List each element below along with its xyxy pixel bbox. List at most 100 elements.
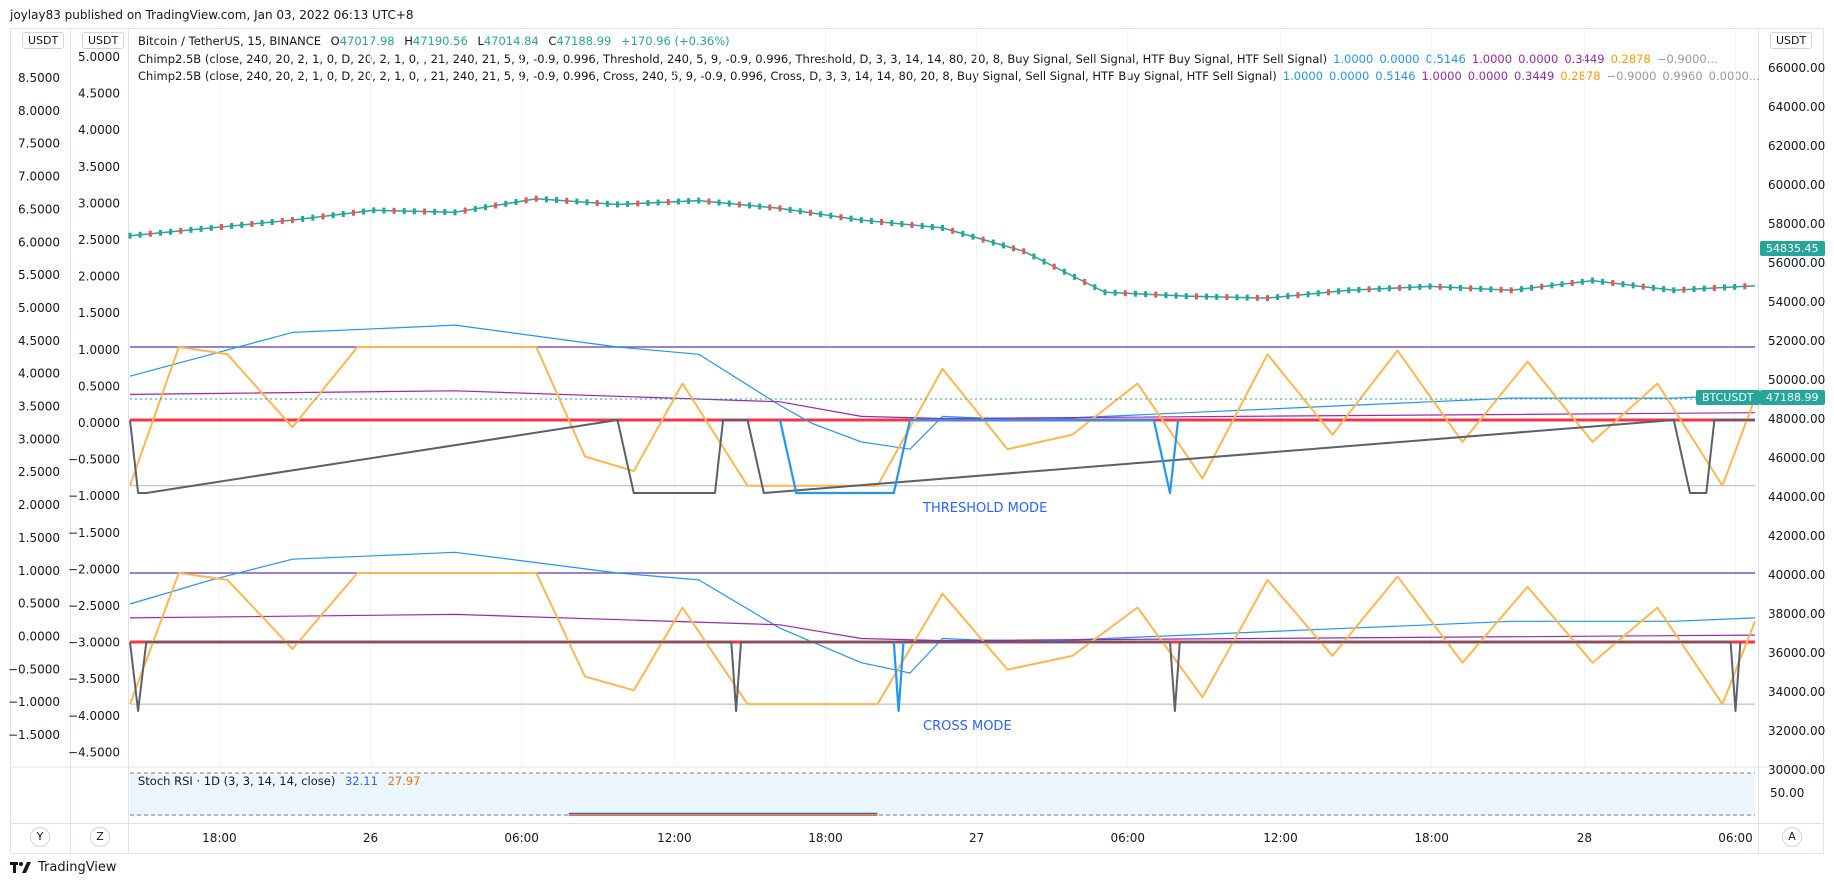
price-candle [1266, 295, 1269, 302]
price-candle [1438, 283, 1442, 290]
price-candle [1326, 289, 1330, 296]
left-inner-axis-label: −0.5000 [68, 453, 120, 467]
left-outer-axis-label: 8.5000 [18, 71, 60, 85]
time-axis-label: 28 [1577, 831, 1592, 845]
high-value: 47190.56 [412, 34, 468, 48]
left-inner-axis-label: 4.0000 [78, 123, 120, 137]
price-candle [1580, 278, 1584, 285]
indicator-legend-2[interactable]: Chimp2.5B (close, 240, 20, 2, 1, 0, D, 2… [138, 69, 1760, 83]
right-axis-label: 66000.00 [1768, 61, 1825, 75]
price-candle [859, 217, 863, 224]
right-axis-label: 36000.00 [1768, 646, 1825, 660]
price-candle [270, 219, 274, 226]
publish-header: joylay83 published on TradingView.com, J… [10, 8, 414, 22]
left-inner-axis-label: −3.0000 [68, 636, 120, 650]
symbol-legend[interactable]: Bitcoin / TetherUS, 15, BINANCE O47017.9… [138, 34, 730, 48]
price-candle [1550, 282, 1554, 289]
price-candle [981, 236, 985, 243]
change-value: +170.96 (+0.36%) [620, 34, 730, 48]
price-candle [504, 200, 508, 207]
indicator-2-value-1: 1.0000 [1282, 69, 1324, 83]
left-inner-unit-tag[interactable]: USDT [82, 32, 125, 49]
left-outer-axis-label: 7.0000 [18, 170, 60, 184]
price-candle [1509, 287, 1513, 294]
indicator-2-value-10: 0.0000... [1708, 69, 1760, 83]
cross-series-blue_signal [892, 641, 905, 713]
close-label: C [548, 34, 557, 48]
time-axis-label: 18:00 [808, 831, 843, 845]
price-candle [1052, 263, 1056, 270]
price-candle [443, 209, 447, 216]
time-axis-label: 06:00 [1718, 831, 1753, 845]
indicator-1-value-7: 0.2878 [1610, 52, 1651, 66]
price-candle [1144, 291, 1148, 298]
footer-brand-text: TradingView [38, 860, 117, 875]
open-value: 47017.98 [339, 34, 395, 48]
price-candle [321, 213, 325, 220]
left-outer-axis-label: 8.0000 [18, 104, 60, 118]
price-candle [1408, 284, 1412, 291]
right-axis-label: 34000.00 [1768, 685, 1825, 699]
price-candle [1103, 289, 1107, 296]
indicator-2-value-9: 0.9960 [1662, 69, 1703, 83]
chart-frame [10, 28, 1824, 854]
left-outer-axis-label: −1.5000 [8, 728, 60, 742]
left-inner-axis-label: −1.0000 [68, 489, 120, 503]
auto-scale-toggle[interactable]: A [1782, 827, 1802, 847]
threshold-mode-label: THRESHOLD MODE [923, 501, 1048, 516]
indicator-2-value-7: 0.2878 [1560, 69, 1601, 83]
left-inner-axis-label: 0.5000 [78, 379, 120, 393]
price-candle [1448, 284, 1452, 291]
price-candle [544, 196, 548, 203]
price-candle [494, 202, 498, 209]
price-candle [1469, 285, 1473, 292]
left-outer-axis-label: 7.5000 [18, 137, 60, 151]
price-candle [1357, 286, 1361, 293]
price-candle [930, 223, 934, 230]
indicator-legend-1[interactable]: Chimp2.5B (close, 240, 20, 2, 1, 0, D, 2… [138, 52, 1718, 66]
price-candle [788, 206, 792, 213]
price-candle [1276, 294, 1280, 301]
right-unit-tag[interactable]: USDT [1770, 32, 1813, 49]
price-candle [687, 198, 691, 205]
stoch-axis-label: 50.00 [1770, 786, 1805, 800]
left-outer-axis-label: 2.0000 [18, 498, 60, 512]
price-candle [961, 230, 965, 237]
price-candle [1428, 283, 1432, 290]
indicator-2-value-5: 0.0000 [1467, 69, 1509, 83]
price-candle [301, 215, 305, 222]
left-outer-axis-label: 0.0000 [18, 629, 60, 643]
price-candle [727, 200, 731, 207]
left-outer-unit-tag[interactable]: USDT [22, 32, 65, 49]
price-candle [402, 208, 406, 215]
price-candle [636, 200, 640, 207]
price-candle [1692, 286, 1696, 293]
price-candle [1255, 294, 1259, 301]
indicator-1-value-8: −0.9000... [1656, 52, 1718, 66]
left-outer-axis-label: 1.0000 [18, 564, 60, 578]
time-axis-label: 27 [969, 831, 984, 845]
left-outer-axis-label: 2.5000 [18, 465, 60, 479]
price-candle [219, 223, 223, 230]
price-candle [260, 220, 264, 227]
price-candle [1682, 286, 1686, 293]
price-candle [707, 198, 711, 205]
price-candle [717, 199, 721, 206]
stoch-rsi-legend[interactable]: Stoch RSI · 1D (3, 3, 14, 14, close) 32.… [138, 774, 421, 788]
price-candle [1032, 253, 1036, 260]
price-candle [372, 207, 376, 214]
price-candle [819, 211, 823, 218]
right-axis-label: 40000.00 [1768, 568, 1825, 582]
price-candle [1733, 283, 1737, 290]
price-candle [280, 218, 284, 225]
price-candle [1133, 290, 1137, 297]
tradingview-logo-icon [10, 861, 31, 873]
price-candle [758, 203, 762, 210]
log-scale-toggle-z[interactable]: Z [90, 827, 110, 847]
log-scale-toggle-y[interactable]: Y [30, 827, 50, 847]
price-candle [483, 204, 487, 211]
price-candle [1519, 286, 1523, 293]
left-outer-axis-label: 4.0000 [18, 367, 60, 381]
indicator-1-text: Chimp2.5B (close, 240, 20, 2, 1, 0, D, 2… [138, 52, 1328, 66]
